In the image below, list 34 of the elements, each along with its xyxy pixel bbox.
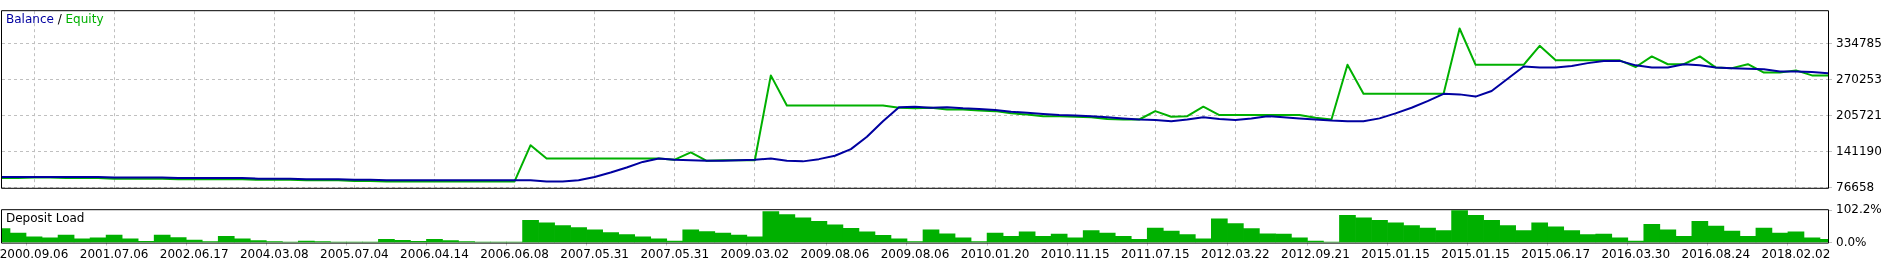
- x-tick-label: 2007.05.31: [640, 246, 710, 261]
- annotation: /: [53, 12, 66, 27]
- x-tick-label: 2006.06.08: [480, 246, 549, 261]
- y-tick-label: 334785: [1836, 35, 1882, 50]
- x-tick-label: 2012.03.22: [1200, 246, 1270, 261]
- text: Balance: [6, 12, 54, 27]
- x-tick-label: 2015.01.15: [1441, 246, 1510, 261]
- x-tick-label: 2009.08.06: [800, 246, 870, 261]
- y-tick-label: 76658: [1836, 179, 1875, 194]
- y-tick-label: 102.2%: [1836, 202, 1882, 217]
- x-tick-label: 2000.09.06: [0, 246, 69, 261]
- x-tick-label: 2010.11.15: [1040, 246, 1110, 261]
- x-tick-label: 2016.08.24: [1681, 246, 1751, 261]
- x-tick-label: 2012.09.21: [1281, 246, 1350, 261]
- x-tick-label: 2001.07.06: [79, 246, 149, 261]
- y-tick-label: 205721: [1836, 107, 1882, 122]
- x-tick-label: 2010.01.20: [960, 246, 1030, 261]
- chart-title: Deposit Load: [6, 211, 85, 226]
- x-tick-label: 2007.05.31: [560, 246, 630, 261]
- text: Equity: [65, 12, 104, 27]
- x-tick-label: 2016.03.30: [1601, 246, 1671, 261]
- y-tick-label: 141190: [1836, 143, 1882, 158]
- x-tick-label: 2006.04.14: [400, 246, 469, 261]
- x-tick-label: 2005.07.04: [320, 246, 389, 261]
- x-tick-label: 2002.06.17: [159, 246, 229, 261]
- y-tick-label: 0.0%: [1836, 234, 1867, 249]
- x-tick-label: 2011.07.15: [1120, 246, 1190, 261]
- y-tick-label: 270253: [1836, 71, 1882, 86]
- x-tick-label: 2009.03.02: [720, 246, 790, 261]
- x-tick-label: 2009.08.06: [880, 246, 950, 261]
- x-tick-label: 2018.02.02: [1761, 246, 1831, 261]
- x-tick-label: 2015.01.15: [1361, 246, 1430, 261]
- x-tick-label: 2004.03.08: [239, 246, 309, 261]
- x-tick-label: 2015.06.17: [1521, 246, 1591, 261]
